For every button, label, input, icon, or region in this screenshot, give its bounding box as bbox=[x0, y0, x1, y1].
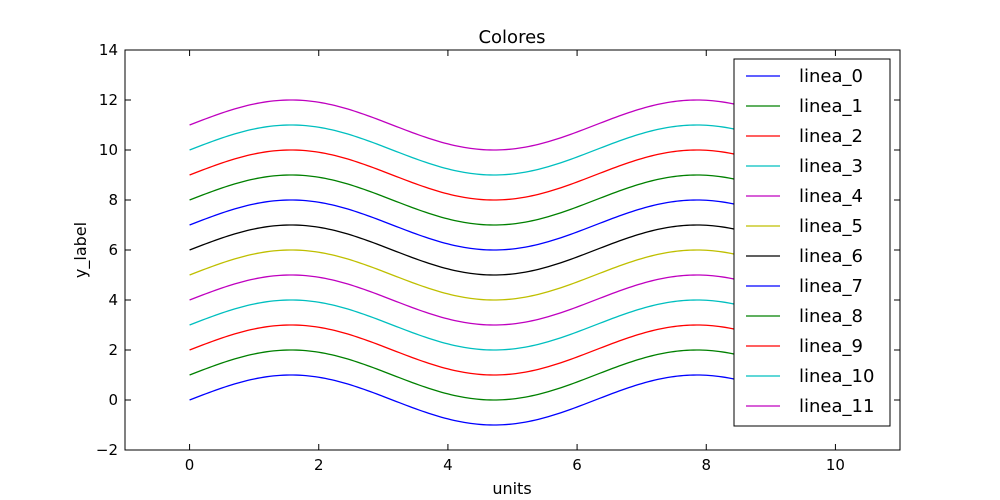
legend-label-linea_4: linea_4 bbox=[799, 186, 863, 207]
legend-box bbox=[733, 58, 891, 427]
series-line-linea_5 bbox=[189, 249, 836, 301]
legend: linea_0 linea_1 linea_2 linea_3 linea_4linea… bbox=[733, 58, 891, 427]
y-tick-label: 8 bbox=[108, 191, 118, 209]
legend-label-linea_3: linea_3 bbox=[799, 156, 863, 177]
legend-label-linea_1: linea_1 bbox=[799, 96, 863, 117]
series-line-linea_6 bbox=[189, 224, 836, 276]
series-line-linea_11 bbox=[189, 99, 836, 151]
legend-label-linea_6: linea_6 bbox=[799, 246, 863, 267]
legend-label-linea_2: linea_2 bbox=[799, 126, 863, 147]
x-tick-label: 8 bbox=[701, 456, 711, 474]
legend-label-linea_10: linea_10 bbox=[799, 366, 874, 387]
series-line-linea_1 bbox=[189, 349, 836, 401]
y-tick-label: 14 bbox=[99, 41, 118, 59]
y-tick-label: 6 bbox=[108, 241, 118, 259]
y-tick-label: −2 bbox=[96, 441, 118, 459]
plot-frame bbox=[124, 49, 901, 451]
chart-title: Colores bbox=[478, 27, 545, 48]
x-tick-label: 0 bbox=[185, 456, 195, 474]
series-line-linea_10 bbox=[189, 124, 836, 176]
series-layer bbox=[189, 99, 836, 426]
legend-label-linea_8: linea_8 bbox=[799, 306, 863, 327]
y-axis-label: y_label bbox=[71, 222, 91, 278]
y-tick-label: 2 bbox=[108, 341, 118, 359]
legend-label-linea_0: linea_0 bbox=[799, 66, 863, 87]
y-tick-label: 4 bbox=[108, 291, 118, 309]
ticks-layer: 0 2 4 6 8 10 −2 0 2 4 6 8 10 12 14 bbox=[96, 41, 900, 474]
series-line-linea_0 bbox=[189, 374, 836, 426]
x-tick-label: 10 bbox=[826, 456, 845, 474]
x-tick-label: 2 bbox=[314, 456, 324, 474]
series-line-linea_9 bbox=[189, 149, 836, 201]
legend-label-linea_7: linea_7 bbox=[799, 276, 863, 297]
x-tick-label: 6 bbox=[572, 456, 582, 474]
y-tick-label: 0 bbox=[108, 391, 118, 409]
y-tick-label: 10 bbox=[99, 141, 118, 159]
series-line-linea_2 bbox=[189, 324, 836, 376]
legend-label-linea_5: linea_5 bbox=[799, 216, 863, 237]
x-axis-label: units bbox=[492, 479, 531, 498]
legend-label-linea_9: linea_9 bbox=[799, 336, 863, 357]
series-line-linea_3 bbox=[189, 299, 836, 351]
legend-label-linea_11: linea_11 bbox=[799, 396, 874, 417]
y-tick-label: 12 bbox=[99, 91, 118, 109]
series-line-linea_7 bbox=[189, 199, 836, 251]
series-line-linea_8 bbox=[189, 174, 836, 226]
x-tick-label: 4 bbox=[443, 456, 453, 474]
series-line-linea_4 bbox=[189, 274, 836, 326]
